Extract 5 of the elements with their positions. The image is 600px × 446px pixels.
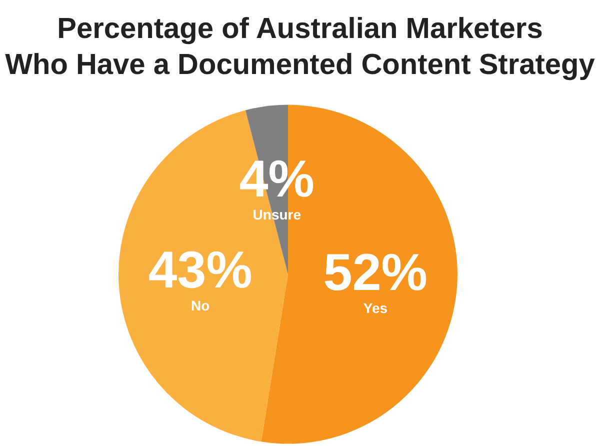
chart-title: Percentage of Australian Marketers Who Have a Documented Content Strategy [5, 13, 595, 81]
data-label: 43% [148, 241, 252, 300]
slice-label: Yes [363, 300, 388, 316]
slice-label: No [191, 297, 210, 314]
data-label: 52% [323, 244, 428, 302]
